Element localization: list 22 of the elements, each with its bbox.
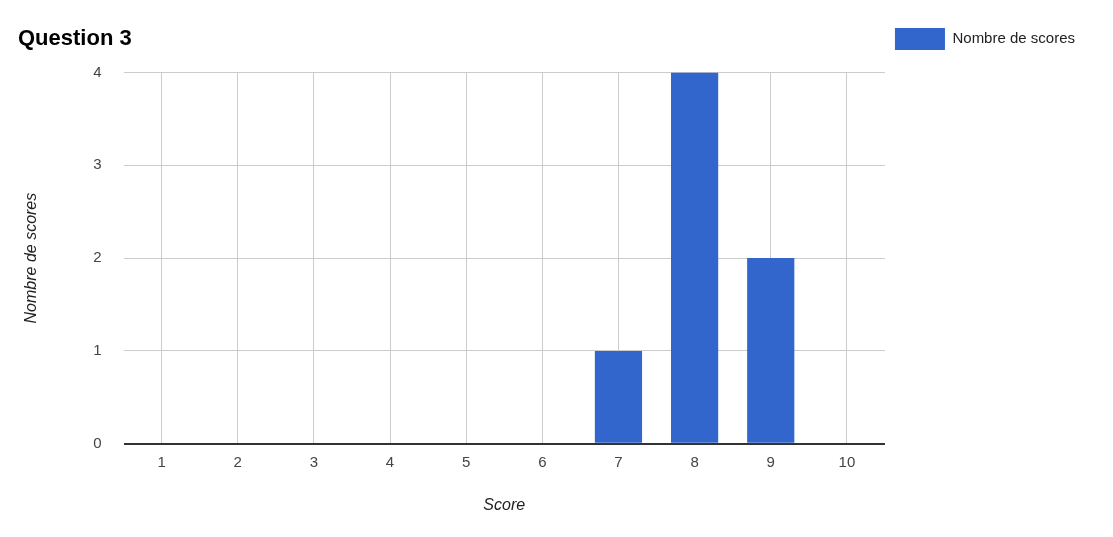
bar <box>594 350 643 443</box>
x-tick-label: 3 <box>309 452 319 470</box>
x-tick-label: 1 <box>157 452 166 470</box>
bar <box>747 258 795 443</box>
y-tick-label: 3 <box>93 155 102 173</box>
chart-title: Question 3 <box>18 25 132 51</box>
y-tick-label: 4 <box>93 62 102 80</box>
x-tick-label: 2 <box>233 452 242 470</box>
x-tick-label: 4 <box>385 452 395 470</box>
y-tick-label: 2 <box>93 248 102 266</box>
x-tick-label: 7 <box>614 452 623 470</box>
y-axis-title: Nombre de scores <box>22 192 40 324</box>
x-tick-label: 10 <box>838 452 856 470</box>
y-tick-label: 1 <box>93 341 102 359</box>
x-tick-label: 9 <box>766 452 775 470</box>
x-axis-title: Score <box>483 495 526 513</box>
bar <box>671 72 719 443</box>
legend-label: Nombre de scores <box>952 29 1076 47</box>
x-tick-label: 8 <box>690 452 699 470</box>
x-tick-label: 5 <box>462 452 471 470</box>
y-tick-label: 0 <box>93 433 102 451</box>
x-tick-label: 6 <box>538 452 547 470</box>
